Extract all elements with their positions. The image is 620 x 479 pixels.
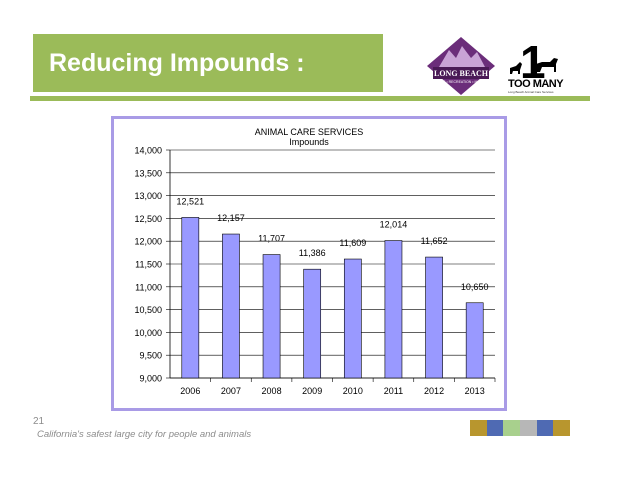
x-tick-label: 2011 bbox=[384, 386, 403, 396]
x-tick-label: 2009 bbox=[302, 386, 322, 396]
y-tick-label: 14,000 bbox=[134, 146, 162, 156]
too-many-logo-text: TOO MANY bbox=[508, 78, 564, 90]
x-tick-label: 2008 bbox=[262, 386, 282, 396]
long-beach-logo: LONG BEACH PARKS • RECREATION • MARINE bbox=[425, 36, 497, 96]
y-tick-label: 9,000 bbox=[139, 374, 162, 384]
bar bbox=[181, 217, 200, 379]
page-number: 21 bbox=[33, 416, 45, 427]
color-strip-block bbox=[536, 420, 554, 436]
bar bbox=[222, 233, 240, 379]
y-tick-label: 10,000 bbox=[134, 328, 162, 338]
y-tick-label: 12,500 bbox=[134, 214, 162, 224]
impounds-bar-chart: 9,000 9,500 10,000 10,500 11,000 11,500 12,000… bbox=[134, 146, 496, 396]
color-strip-block bbox=[486, 420, 504, 436]
small-dog-icon bbox=[510, 62, 522, 74]
too-many-logo-subtext: Long Beach Animal Care Services bbox=[508, 90, 554, 94]
bar bbox=[262, 254, 281, 379]
long-beach-logo-graphic bbox=[427, 37, 495, 95]
title-bar: Reducing Impounds : bbox=[33, 34, 383, 92]
bar bbox=[384, 240, 403, 379]
data-label: 11,707 bbox=[258, 234, 285, 244]
bar bbox=[465, 302, 484, 379]
x-tick-label: 2007 bbox=[221, 386, 241, 396]
too-many-number: 1 bbox=[520, 36, 546, 80]
tagline: California's safest large city for peopl… bbox=[37, 429, 252, 440]
bar bbox=[343, 258, 362, 379]
data-label: 12,157 bbox=[217, 213, 245, 223]
y-tick-label: 10,500 bbox=[134, 305, 162, 315]
y-tick-label: 11,000 bbox=[135, 282, 162, 292]
long-beach-logo-text: LONG BEACH bbox=[433, 69, 488, 78]
slide-title: Reducing Impounds : bbox=[49, 48, 305, 77]
bar bbox=[425, 256, 443, 379]
header-rule bbox=[30, 96, 590, 101]
y-tick-label: 13,000 bbox=[134, 191, 162, 201]
y-tick-label: 11,500 bbox=[135, 260, 162, 270]
y-tick-label: 12,000 bbox=[134, 237, 162, 247]
data-label: 12,521 bbox=[177, 196, 205, 206]
chart-title: ANIMAL CARE SERVICES bbox=[254, 127, 364, 137]
x-tick-label: 2010 bbox=[343, 386, 363, 396]
data-label: 11,652 bbox=[421, 236, 448, 246]
color-strip bbox=[470, 420, 571, 436]
color-strip-block bbox=[520, 420, 537, 436]
data-label: 11,386 bbox=[299, 248, 326, 258]
data-label: 11,609 bbox=[339, 238, 366, 248]
color-strip-block bbox=[503, 420, 521, 436]
too-many-logo: 1 TOO MANY Long Beach Animal Care Servic… bbox=[506, 34, 566, 94]
color-strip-block bbox=[553, 420, 571, 436]
color-strip-block bbox=[470, 420, 487, 436]
y-tick-label: 13,500 bbox=[134, 168, 162, 178]
data-label: 12,014 bbox=[380, 220, 408, 230]
chart-subtitle: Impounds bbox=[289, 137, 329, 147]
x-tick-label: 2013 bbox=[465, 386, 485, 396]
too-many-logo-graphic: 1 bbox=[510, 36, 558, 88]
y-tick-label: 9,500 bbox=[139, 351, 162, 361]
data-label: 10,650 bbox=[461, 282, 489, 292]
bar bbox=[303, 268, 322, 379]
chart-title-block: ANIMAL CARE SERVICES Impounds bbox=[111, 127, 507, 147]
long-beach-logo-subtext: PARKS • RECREATION • MARINE bbox=[433, 80, 489, 84]
dog-icon bbox=[536, 58, 558, 72]
x-tick-label: 2012 bbox=[424, 386, 444, 396]
x-tick-label: 2006 bbox=[180, 386, 200, 396]
